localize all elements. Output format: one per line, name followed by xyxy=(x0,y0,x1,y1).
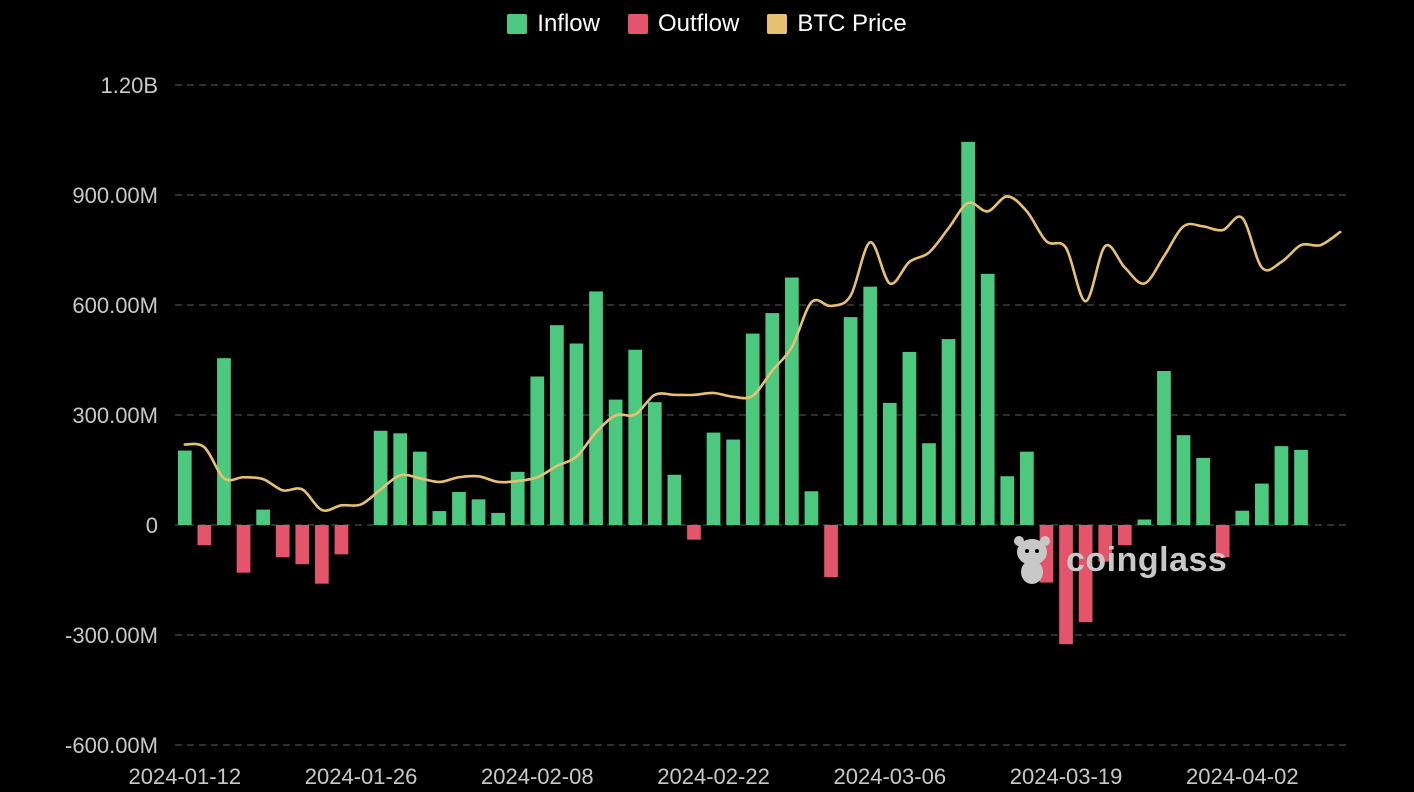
y-tick-label: 300.00M xyxy=(72,403,158,428)
inflow-bar xyxy=(706,432,721,525)
inflow-bar xyxy=(550,325,564,525)
outflow-bar xyxy=(295,525,310,565)
inflow-bar xyxy=(628,349,643,525)
inflow-bar xyxy=(745,333,760,525)
y-tick-label: -300.00M xyxy=(65,623,158,648)
inflow-bar xyxy=(961,141,975,526)
inflow-bar xyxy=(530,376,545,525)
inflow-bar xyxy=(491,512,505,525)
outflow-bar xyxy=(315,525,329,584)
x-tick-label: 2024-03-19 xyxy=(1010,764,1123,789)
inflow-bar xyxy=(667,474,682,525)
outflow-bar xyxy=(1117,525,1132,546)
y-tick-label: 0 xyxy=(146,513,158,538)
coinglass-logo-icon xyxy=(1014,536,1050,584)
watermark-text: coinglass xyxy=(1066,540,1228,579)
price-line-layer xyxy=(183,195,1342,512)
outflow-bar xyxy=(1059,525,1073,645)
grid-lines xyxy=(175,84,1350,746)
inflow-bar xyxy=(922,443,936,525)
inflow-bar xyxy=(1235,510,1250,525)
inflow-bar xyxy=(647,402,662,525)
inflow-bar xyxy=(452,492,466,525)
legend-item-inflow[interactable]: Inflow xyxy=(507,10,600,38)
inflow-bar xyxy=(1157,371,1171,525)
inflow-bar xyxy=(217,358,231,525)
legend-swatch-inflow xyxy=(507,14,528,34)
outflow-bar xyxy=(236,525,251,573)
legend-item-outflow[interactable]: Outflow xyxy=(627,10,740,38)
inflow-bar xyxy=(1196,457,1210,525)
x-tick-label: 2024-01-26 xyxy=(305,764,418,789)
y-tick-label: 600.00M xyxy=(72,293,158,318)
outflow-bar xyxy=(1098,525,1113,562)
legend: Inflow Outflow BTC Price xyxy=(0,10,1414,38)
inflow-bar xyxy=(373,430,388,525)
x-tick-label: 2024-03-06 xyxy=(834,764,947,789)
inflow-bar xyxy=(726,439,740,525)
y-axis-ticks: 1.20B 900.00M 600.00M 300.00M 0 -300.00M -600.… xyxy=(65,73,158,758)
inflow-bar xyxy=(608,399,623,525)
inflow-bar xyxy=(882,402,897,525)
outflow-bar xyxy=(687,525,701,540)
inflow-bar xyxy=(1274,446,1289,525)
inflow-bar xyxy=(804,491,819,525)
inflow-bar xyxy=(256,509,270,525)
inflow-bar xyxy=(785,277,799,525)
inflow-bar xyxy=(863,286,878,525)
y-tick-label: 900.00M xyxy=(72,183,158,208)
legend-swatch-outflow xyxy=(627,14,648,34)
y-tick-label: 1.20B xyxy=(101,73,159,98)
inflow-bar xyxy=(941,339,956,525)
inflow-bar xyxy=(393,433,408,525)
legend-swatch-btc-price xyxy=(767,14,788,34)
inflow-bar xyxy=(1020,451,1034,525)
inflow-bar xyxy=(1294,449,1308,525)
y-tick-label: -600.00M xyxy=(65,733,158,758)
legend-label-inflow: Inflow xyxy=(537,10,600,37)
outflow-bar xyxy=(824,525,838,578)
inflow-bar xyxy=(1176,435,1191,525)
x-tick-label: 2024-02-08 xyxy=(481,764,594,789)
outflow-bar xyxy=(1078,525,1093,623)
inflow-bar xyxy=(569,343,584,525)
inflow-bar xyxy=(980,273,995,525)
outflow-bar xyxy=(334,525,349,555)
coinglass-watermark: coinglass xyxy=(1008,532,1227,588)
x-tick-label: 2024-01-12 xyxy=(129,764,242,789)
x-tick-label: 2024-02-22 xyxy=(657,764,770,789)
outflow-bar xyxy=(197,525,212,546)
inflow-bar xyxy=(412,451,427,525)
legend-label-btc-price: BTC Price xyxy=(797,10,907,37)
inflow-bar xyxy=(1137,519,1152,525)
legend-item-btc-price[interactable]: BTC Price xyxy=(767,10,907,38)
inflow-bar xyxy=(843,317,858,525)
btc-price-line xyxy=(183,195,1342,512)
outflow-bar xyxy=(1215,525,1230,558)
inflow-bar xyxy=(510,471,525,525)
inflow-bar xyxy=(589,291,603,525)
inflow-bar xyxy=(177,450,192,525)
inflow-bar xyxy=(1255,483,1269,525)
inflow-bar xyxy=(902,351,917,525)
inflow-bar xyxy=(471,499,486,525)
x-tick-label: 2024-04-02 xyxy=(1186,764,1299,789)
inflow-bar xyxy=(765,313,780,525)
inflow-bar xyxy=(1000,476,1015,525)
legend-label-outflow: Outflow xyxy=(657,10,740,37)
inflow-bar xyxy=(432,511,447,525)
outflow-bar xyxy=(275,525,290,558)
x-axis-ticks: 2024-01-12 2024-01-26 2024-02-08 2024-02-22… xyxy=(129,764,1299,789)
